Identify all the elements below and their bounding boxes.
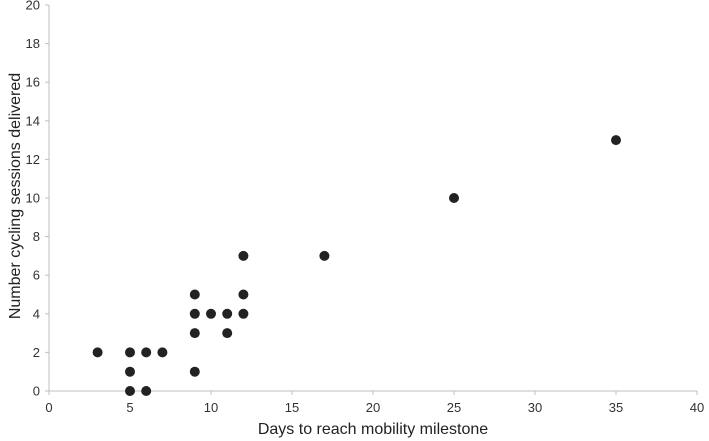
data-point (125, 366, 135, 377)
y-axis-title: Number cycling sessions delivered (7, 73, 24, 319)
x-tick-label: 40 (690, 400, 704, 415)
y-tick-label: 0 (33, 384, 40, 399)
data-point (189, 328, 200, 339)
data-point (189, 289, 200, 300)
y-tick-label: 16 (26, 75, 40, 90)
data-point (238, 289, 249, 300)
y-tick-label: 6 (33, 268, 40, 283)
x-tick-label: 20 (366, 400, 380, 415)
data-point (238, 308, 249, 319)
data-point (157, 347, 168, 358)
x-tick-label: 0 (45, 400, 52, 415)
data-point (189, 366, 200, 377)
data-point (611, 135, 621, 146)
y-tick-label: 8 (33, 229, 40, 244)
data-point (125, 347, 135, 358)
data-point (449, 193, 459, 203)
x-tick-labels: 0 5 10 15 20 25 30 35 40 (45, 391, 704, 415)
data-point (206, 308, 216, 319)
data-point (141, 347, 152, 358)
y-tick-label: 2 (33, 345, 40, 360)
y-tick-label: 20 (26, 0, 40, 13)
y-tick-label: 14 (26, 113, 40, 128)
data-point (238, 250, 249, 261)
y-tick-labels: 0 2 4 6 8 10 12 14 16 18 20 (26, 0, 49, 399)
x-tick-label: 30 (528, 400, 542, 415)
y-tick-label: 4 (33, 306, 40, 321)
data-point (189, 308, 200, 319)
data-point (141, 386, 152, 396)
x-tick-label: 15 (285, 400, 299, 415)
x-tick-label: 5 (126, 400, 133, 415)
data-point (125, 386, 135, 396)
y-tick-label: 12 (26, 152, 40, 167)
x-tick-label: 25 (447, 400, 461, 415)
data-point (222, 308, 233, 319)
axes (48, 5, 697, 392)
y-tick-label: 18 (26, 36, 40, 51)
data-point (222, 328, 233, 339)
data-point (319, 250, 330, 261)
y-tick-label: 10 (26, 191, 40, 206)
x-tick-label: 35 (609, 400, 623, 415)
x-tick-label: 10 (204, 400, 218, 415)
data-points (92, 135, 621, 396)
x-axis-title: Days to reach mobility milestone (258, 421, 488, 438)
data-point (92, 347, 103, 358)
